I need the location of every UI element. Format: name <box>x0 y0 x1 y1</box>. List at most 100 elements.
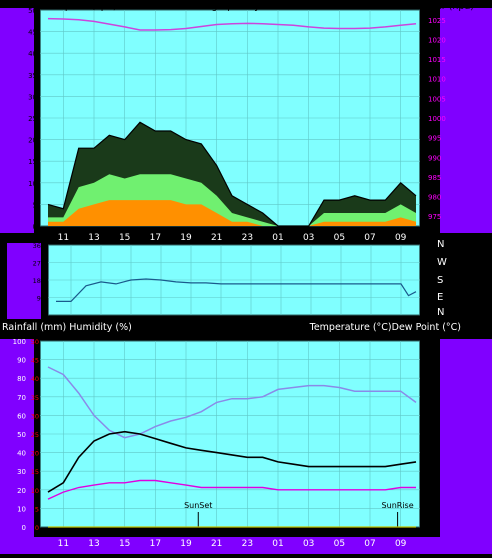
rain-y-tick: 45 <box>31 357 39 365</box>
humidity-y-tick: 80 <box>17 375 26 383</box>
temperature-line <box>47 430 417 493</box>
wind-x-tick: 13 <box>88 233 99 243</box>
humidity-y-tick: 50 <box>17 431 26 439</box>
sunset-label: SunSet <box>184 501 212 510</box>
rain-y-tick: 35 <box>31 394 39 402</box>
baro-y-tick: 1010 <box>428 76 446 84</box>
chart-marks <box>47 17 417 528</box>
temp-x-tick: 01 <box>272 539 283 549</box>
barometer-line <box>47 17 417 31</box>
humidity-y-tick: 30 <box>17 468 26 476</box>
wind-low-area <box>48 200 416 226</box>
temp-y-tick: 40 <box>428 338 437 346</box>
wind-y-tick: 15 <box>28 158 37 166</box>
mid-left-panel <box>7 243 41 319</box>
baro-y-tick: 990 <box>428 154 441 162</box>
bottom-strip <box>0 537 492 554</box>
humidity-line <box>47 366 417 439</box>
dir-y-tick: 180 <box>33 277 45 285</box>
rain-y-tick: 5 <box>35 505 39 513</box>
baro-y-tick: 1020 <box>428 36 446 44</box>
wind-y-tick: 45 <box>28 29 37 37</box>
rain-y-tick: 50 <box>31 338 39 346</box>
wind-x-tick: 11 <box>58 233 69 243</box>
wind-gust-line <box>47 121 417 227</box>
dir-y-tick: 0 <box>41 312 45 320</box>
temp-y-tick: 30 <box>428 385 437 393</box>
dir-y-tick: 360 <box>33 242 45 250</box>
rain-y-tick: 10 <box>31 487 39 495</box>
rain-y-tick: 0 <box>35 524 39 532</box>
lower-header-left: Rainfall (mm) Humidity (%) <box>2 322 132 333</box>
compass-label: S <box>437 275 443 286</box>
wind-y-tick: 40 <box>28 50 37 58</box>
wind-x-tick: 19 <box>180 233 192 243</box>
wind-x-tick: 21 <box>211 233 222 243</box>
temp-x-tick: 05 <box>334 539 345 549</box>
temp-x-tick: 19 <box>180 539 192 549</box>
temp-x-tick: 13 <box>88 539 99 549</box>
header-right: Barometer (hpa) <box>395 1 474 12</box>
humidity-y-tick: 60 <box>17 412 26 420</box>
wind-direction-line <box>56 278 417 302</box>
wind-x-tick: 03 <box>303 233 314 243</box>
sunrise-label: SunRise <box>382 501 414 510</box>
temp-x-tick: 17 <box>150 539 161 549</box>
wind-x-tick: 09 <box>395 233 407 243</box>
temp-y-tick: 5 <box>428 501 432 509</box>
baro-y-tick: 1025 <box>428 17 446 25</box>
bottom-right-panel <box>440 339 492 537</box>
humidity-y-tick: 100 <box>13 338 26 346</box>
temp-y-tick: 20 <box>428 431 437 439</box>
top-right-panel <box>440 8 492 233</box>
wind-x-tick: 05 <box>334 233 345 243</box>
temp-y-tick: 10 <box>428 478 437 486</box>
wind-x-tick: 23 <box>242 233 253 243</box>
temp-x-tick: 03 <box>303 539 314 549</box>
temp-x-tick: 07 <box>364 539 375 549</box>
wind-x-tick: 07 <box>364 233 375 243</box>
rain-y-tick: 15 <box>31 468 39 476</box>
humidity-y-tick: 0 <box>22 524 26 532</box>
baro-y-tick: 980 <box>428 194 441 202</box>
temp-y-tick: 35 <box>428 361 437 369</box>
baro-y-tick: 1000 <box>428 115 446 123</box>
header-left: Windspeed (kph) <box>36 1 117 12</box>
wind-y-tick: 30 <box>28 93 37 101</box>
temp-y-tick: 15 <box>428 454 437 462</box>
wind-y-tick: 35 <box>28 72 37 80</box>
baro-y-tick: 995 <box>428 135 441 143</box>
temp-x-tick: 15 <box>119 539 130 549</box>
compass-label: N <box>437 307 444 318</box>
temp-x-tick: 09 <box>395 539 407 549</box>
wind-y-tick: 20 <box>28 137 37 145</box>
lower-header-right: Temperature (°C)Dew Point (°C) <box>309 322 461 333</box>
compass-label: E <box>437 292 443 303</box>
rain-y-tick: 30 <box>31 412 39 420</box>
temp-x-tick: 21 <box>211 539 222 549</box>
tick-labels: 0510152025303540455097598098599099510001… <box>13 7 446 549</box>
wind-y-tick: 50 <box>28 7 37 15</box>
compass-label: N <box>437 239 444 250</box>
rain-y-tick: 20 <box>31 450 39 458</box>
wind-x-tick: 17 <box>150 233 161 243</box>
rain-y-tick: 40 <box>31 375 39 383</box>
top-left-panel <box>0 8 34 233</box>
humidity-y-tick: 90 <box>17 357 26 365</box>
temp-x-tick: 23 <box>242 539 253 549</box>
compass-label: W <box>437 257 447 268</box>
header-center: 24 hour graph day : 24 March 2020 <box>172 1 341 12</box>
dewpoint-line <box>47 479 416 500</box>
baro-y-tick: 1005 <box>428 95 446 103</box>
baro-y-tick: 975 <box>428 213 441 221</box>
wind-y-tick: 5 <box>33 201 37 209</box>
humidity-y-tick: 70 <box>17 394 26 402</box>
wind-y-tick: 25 <box>28 115 37 123</box>
wind-x-tick: 15 <box>119 233 130 243</box>
bottom-left-panel <box>0 339 34 537</box>
wind-y-tick: 10 <box>28 180 37 188</box>
wind-x-tick: 01 <box>272 233 283 243</box>
dir-y-tick: 270 <box>33 260 45 268</box>
